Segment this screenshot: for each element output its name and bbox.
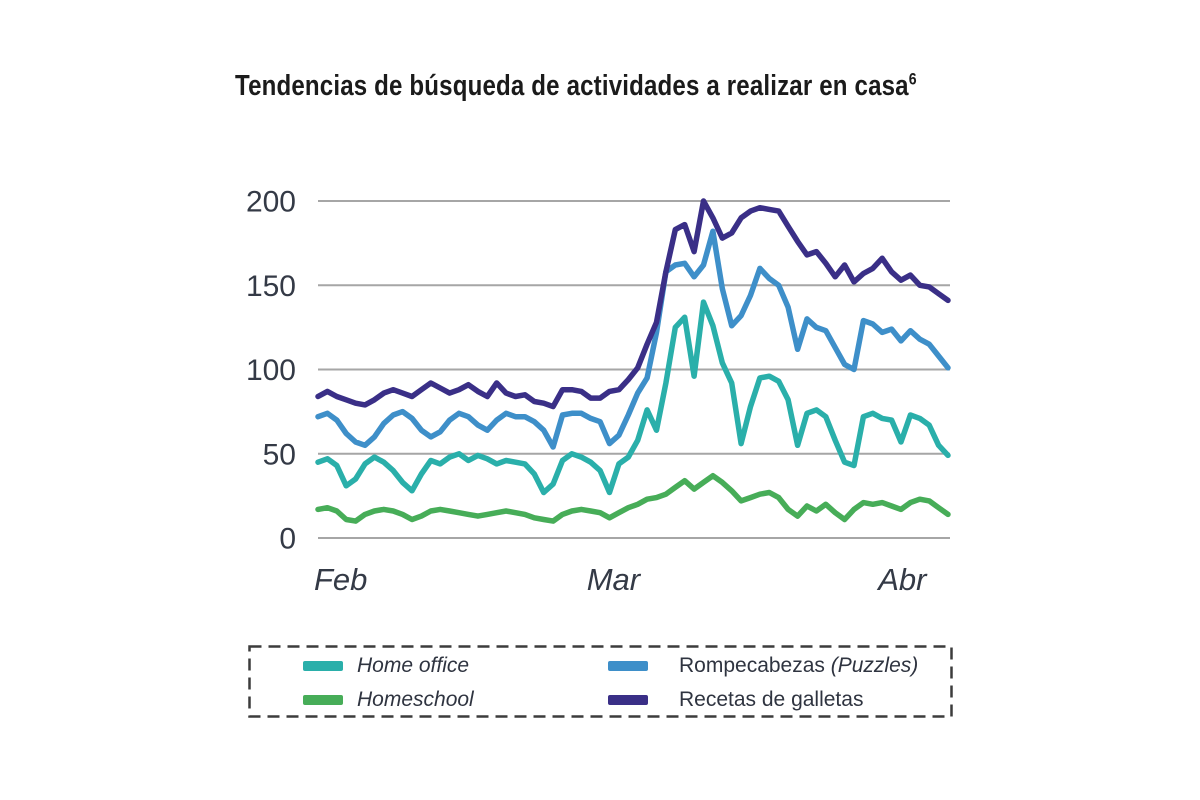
y-axis-tick-label: 0 — [279, 523, 296, 556]
legend-swatch-rompecabezas — [608, 661, 648, 671]
legend-label-rompecabezas: Rompecabezas (Puzzles) — [679, 654, 918, 678]
y-axis-tick-label: 150 — [246, 270, 296, 303]
chart-title-superscript: 6 — [908, 69, 917, 89]
legend-label-home-office: Home office — [357, 654, 469, 678]
legend-label-recetas-galletas: Recetas de galletas — [679, 688, 863, 712]
legend-item-home-office: Home office — [303, 654, 469, 678]
x-axis-tick-label: Mar — [587, 562, 642, 597]
legend-swatch-homeschool — [303, 695, 343, 705]
legend-item-homeschool: Homeschool — [303, 688, 474, 712]
y-axis-tick-label: 100 — [246, 354, 296, 387]
legend-item-recetas-galletas: Recetas de galletas — [608, 688, 863, 712]
legend-label-text-italic: Homeschool — [357, 688, 474, 711]
x-axis-tick-label: Abr — [876, 562, 928, 597]
legend-border — [248, 645, 953, 718]
legend-label-text: Rompecabezas — [679, 654, 831, 677]
series-line-homeschool — [315, 472, 951, 524]
legend-swatch-home-office — [303, 661, 343, 671]
chart-title: Tendencias de búsqueda de actividades a … — [235, 70, 917, 103]
legend-item-rompecabezas: Rompecabezas (Puzzles) — [608, 654, 918, 678]
series-line-recetas-galletas — [315, 198, 951, 410]
legend-border-rect — [248, 645, 953, 718]
legend-swatch-recetas-galletas — [608, 695, 648, 705]
legend: Home office Rompecabezas (Puzzles) Homes… — [248, 645, 953, 718]
y-axis-tick-label: 50 — [263, 438, 296, 471]
legend-label-homeschool: Homeschool — [357, 688, 474, 712]
series-line-rompecabezas — [315, 228, 951, 450]
legend-label-text-italic: (Puzzles) — [830, 654, 919, 677]
y-axis-tick-label: 200 — [246, 186, 296, 219]
x-axis-tick-label: Feb — [314, 562, 367, 597]
legend-label-text-italic: Home office — [357, 654, 470, 677]
series-line-home-office — [315, 299, 951, 496]
chart-title-text: Tendencias de búsqueda de actividades a … — [235, 70, 909, 102]
legend-label-text: Recetas de galletas — [679, 688, 864, 711]
